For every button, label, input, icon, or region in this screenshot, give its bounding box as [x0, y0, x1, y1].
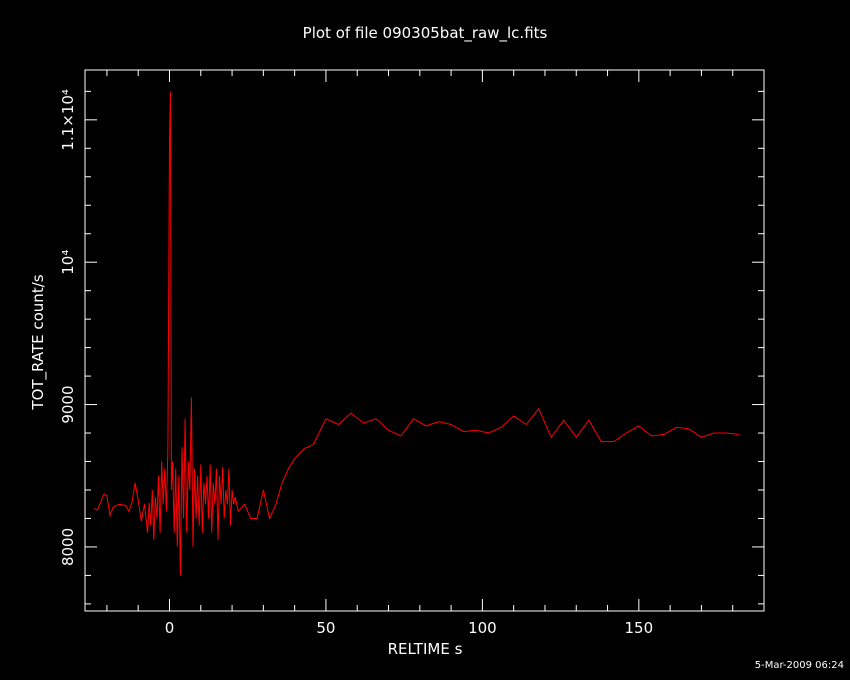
- series-line-tot-rate: [94, 91, 740, 576]
- x-tick-label: 50: [316, 619, 335, 637]
- y-tick-label: 1.1×10⁴: [59, 89, 77, 151]
- y-tick-label: 8000: [59, 528, 77, 566]
- x-axis-label: RELTIME s: [387, 640, 463, 658]
- x-tick-label: 100: [468, 619, 497, 637]
- y-tick-label: 10⁴: [59, 250, 77, 275]
- y-axis-label: TOT_RATE count/s: [29, 274, 47, 410]
- tick-marks: [85, 70, 765, 611]
- x-tick-label: 0: [165, 619, 175, 637]
- plot-frame: [84, 69, 765, 612]
- chart-title: Plot of file 090305bat_raw_lc.fits: [302, 24, 548, 42]
- x-tick-label: 150: [625, 619, 654, 637]
- y-tick-label: 9000: [59, 385, 77, 423]
- plot-timestamp: 5-Mar-2009 06:24: [754, 660, 844, 671]
- tick-labels: 0 50 100 150 8000 9000 10⁴ 1.1×10⁴: [59, 89, 653, 637]
